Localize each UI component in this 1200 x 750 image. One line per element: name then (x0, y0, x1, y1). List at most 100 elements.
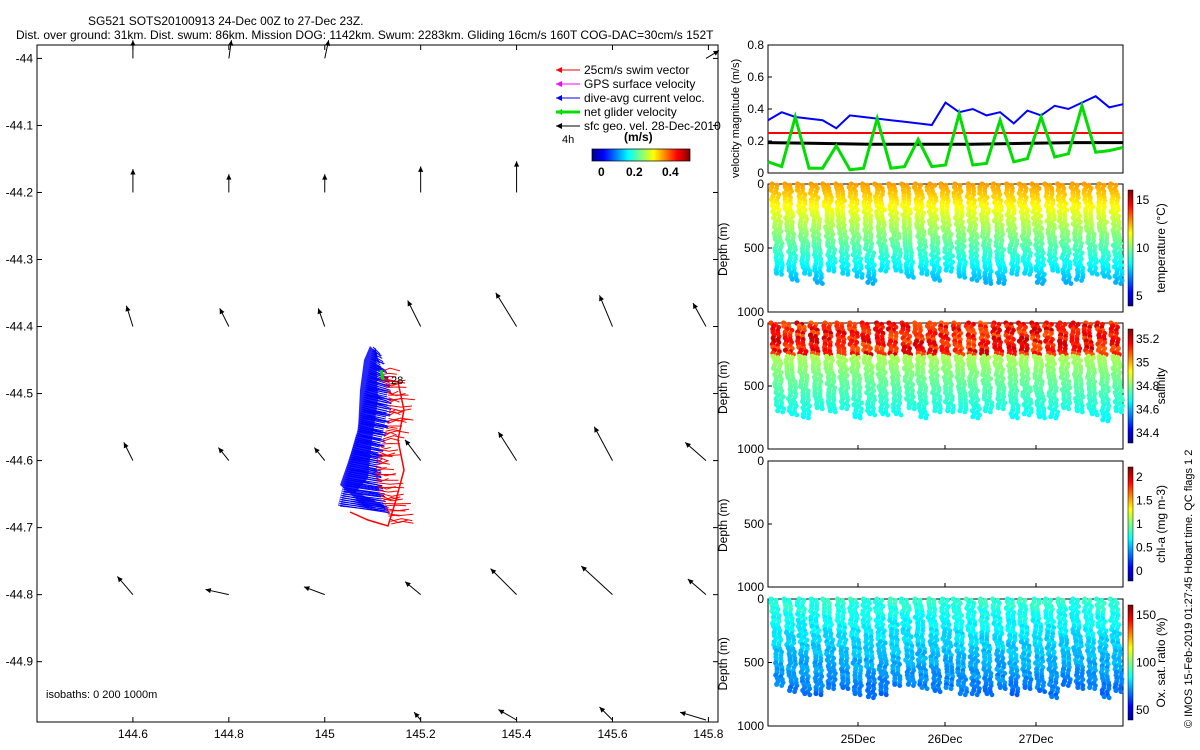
temperature-colorbar (1127, 189, 1134, 307)
temperature-sample (863, 245, 869, 252)
geo-vector-head (713, 50, 719, 56)
temperature-sample (802, 270, 808, 276)
swim-vector (376, 473, 396, 476)
salinity-sample (867, 411, 873, 417)
geo-vector-head (317, 308, 323, 315)
velocity-ylabel: velocity magnitude (m/s) (730, 59, 742, 178)
temperature-sample (774, 270, 780, 276)
geo-vector-head (414, 712, 420, 719)
geo-vector-head (594, 426, 600, 433)
figure-subtitle: Dist. over ground: 31km. Dist. swum: 86k… (16, 28, 714, 42)
geo-vector-head (687, 579, 694, 585)
temperature-sample (820, 281, 825, 286)
swim-track-outline (349, 377, 405, 527)
swim-vector (379, 492, 404, 497)
temperature-sample (1040, 281, 1045, 286)
swim-vector (388, 417, 414, 422)
temperature-colorbar-tick: 10 (1136, 241, 1150, 255)
track-label-leader (379, 379, 406, 384)
oxygen-sample (857, 692, 863, 698)
temperature-sample (794, 278, 800, 283)
geo-vector-shaft (490, 568, 517, 595)
salinity-sample (975, 415, 981, 421)
legend-arrowhead (556, 81, 562, 87)
salinity-ylabel: Depth (m) (716, 361, 730, 414)
temperature-sample (905, 273, 912, 279)
legend-arrowhead (556, 109, 562, 115)
swim-vector (381, 442, 401, 445)
legend-label: GPS surface velocity (584, 77, 695, 91)
salinity-sample (1053, 415, 1059, 421)
geo-vector-head (418, 166, 424, 172)
salinity-sample (898, 412, 904, 418)
temperature-sample (826, 267, 832, 273)
temperature-sample (1113, 279, 1119, 285)
salinity-sample (844, 406, 850, 412)
geo-vector-head (324, 40, 331, 47)
geo-vector-shaft (599, 295, 613, 327)
speed-colorbar (591, 148, 691, 162)
salinity-sample (857, 415, 863, 421)
swim-vector (382, 375, 396, 378)
salinity-sample (794, 412, 800, 418)
salinity-sample (1066, 406, 1072, 412)
map-y-tick-label: -44.1 (6, 118, 34, 132)
geo-vector-head (303, 586, 310, 592)
temperature-sample (1094, 272, 1100, 277)
velocity-panel: 00.20.40.60.8 velocity magnitude (m/s) (730, 38, 1124, 180)
swim-vector (380, 446, 391, 450)
salinity-sample (918, 414, 924, 420)
colorbar-unit-label: (m/s) (624, 130, 653, 144)
salinity-sample (950, 409, 956, 415)
oxygen-sample (1009, 690, 1015, 697)
map-y-tick-label: -44.8 (6, 588, 34, 602)
temperature-sample (1027, 272, 1033, 277)
temperature-sample (957, 273, 963, 279)
salinity-sample (814, 405, 820, 411)
geo-velocity-vectors (116, 40, 720, 721)
swim-vector (379, 367, 401, 373)
geo-vector-shaft (593, 426, 613, 461)
velocity-series-dive-avg-current (767, 95, 1124, 130)
temperature-sample (1055, 268, 1061, 274)
velocity-series-geo-velocity (767, 141, 1123, 146)
oxygen-sample (878, 690, 884, 697)
oxygen-sample (897, 683, 903, 688)
temperature-sample (807, 272, 813, 277)
oxygen-sample (807, 692, 813, 698)
salinity-sample (1089, 411, 1095, 417)
velocity-y-tick-label: 0.8 (747, 38, 764, 52)
oxygen-sample (802, 690, 808, 697)
velocity-series (767, 95, 1124, 172)
salinity-sample (872, 412, 878, 418)
temperature-sample (1009, 270, 1015, 276)
chla-y-tick-label: 500 (744, 517, 764, 531)
temperature-sample (882, 207, 887, 213)
oxygen-colorbar-label: Ox. sat. ratio (%) (1154, 617, 1168, 707)
colorbar-tick-0: 0 (598, 165, 605, 179)
oxygen-sample (984, 690, 990, 697)
geo-vector-head (581, 566, 588, 572)
temperature-sample (845, 272, 851, 277)
geo-vector-head (495, 292, 501, 299)
salinity-sample (1042, 415, 1047, 421)
salinity-sample (1094, 412, 1100, 418)
map-x-tick-label: 145.6 (597, 727, 627, 741)
salinity-sample (1113, 408, 1119, 414)
salinity-sample (893, 411, 899, 417)
salinity-sample (880, 411, 886, 417)
figure-title: SG521 SOTS20100913 24-Dec 00Z to 27-Dec … (88, 14, 364, 28)
salinity-sample (780, 409, 786, 415)
geo-vector-head (125, 305, 131, 312)
salinity-sample (806, 415, 811, 421)
salinity-sample (885, 412, 891, 418)
dive-avg-current-vector (339, 505, 386, 512)
salinity-sample (789, 411, 795, 417)
temperature-sample (831, 268, 837, 274)
temperature-sample (1107, 275, 1112, 280)
temperature-sample (1079, 278, 1084, 283)
map-y-tick-label: -44.6 (6, 454, 34, 468)
swim-vector (388, 514, 400, 517)
